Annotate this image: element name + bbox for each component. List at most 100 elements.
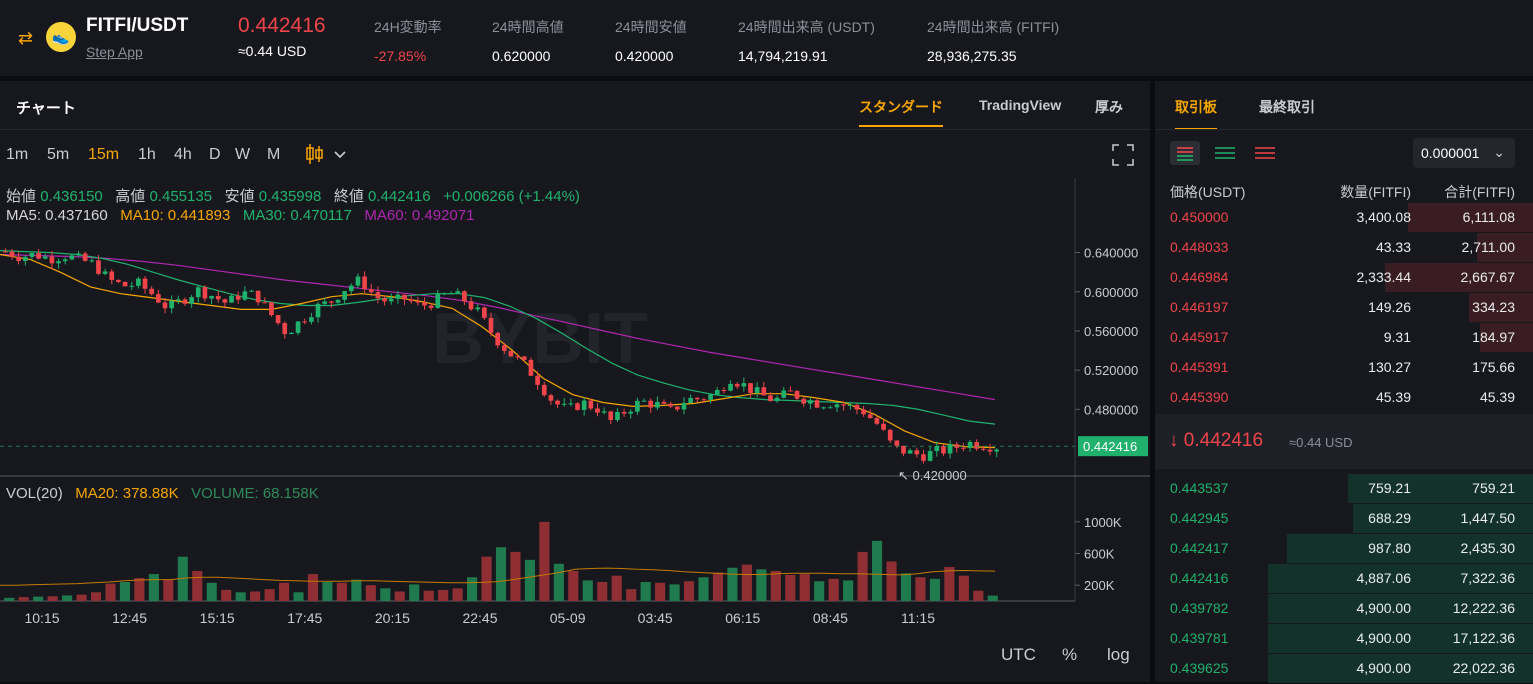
book-both-icon[interactable] — [1170, 141, 1200, 165]
fullscreen-icon[interactable] — [1112, 144, 1134, 166]
interval-15m[interactable]: 15m — [88, 146, 119, 164]
row-qty: 2,333.44 — [1357, 269, 1412, 285]
tab-tradingview[interactable]: TradingView — [979, 97, 1061, 113]
swap-pair-icon[interactable]: ⇄ — [18, 28, 33, 49]
candle-body — [728, 384, 733, 391]
candle-body — [868, 414, 873, 418]
candle-body — [688, 398, 693, 403]
book-asks-icon[interactable] — [1253, 141, 1277, 165]
candle-body — [742, 383, 747, 386]
candle-body — [389, 299, 394, 302]
candle-body — [169, 301, 174, 308]
candle-body — [542, 385, 547, 395]
candle-body — [56, 261, 61, 263]
close-label: 終値 — [334, 188, 364, 205]
order-book-panel: 取引板 最終取引 0.000001 ⌄ 価格(USDT) 数量(FITFI) 合… — [1155, 81, 1533, 682]
volume-bar — [843, 580, 853, 601]
row-total: 175.66 — [1472, 359, 1515, 375]
volume-bar — [395, 592, 405, 602]
row-qty: 9.31 — [1384, 329, 1411, 345]
row-qty: 43.33 — [1376, 239, 1411, 255]
interval-4h[interactable]: 4h — [174, 146, 192, 164]
candle-body — [881, 424, 886, 430]
candle-body — [349, 286, 354, 292]
volume-bar — [293, 592, 303, 601]
coin-logo-icon: 👟 — [46, 22, 76, 52]
volume-bar — [33, 597, 43, 601]
stat-value: 0.620000 — [492, 48, 564, 64]
interval-1m[interactable]: 1m — [6, 146, 28, 164]
volume-bar — [453, 588, 463, 601]
utc-toggle[interactable]: UTC — [1001, 645, 1036, 665]
candle-body — [768, 395, 773, 401]
interval-1h[interactable]: 1h — [138, 146, 156, 164]
volume-bar — [236, 592, 246, 601]
volume-bar — [308, 574, 318, 601]
stat-label: 24H変動率 — [374, 17, 442, 37]
volume-bar — [120, 582, 130, 601]
volume-bar — [279, 583, 289, 601]
candle-body — [50, 257, 55, 264]
candle-body — [216, 296, 221, 299]
interval-w[interactable]: W — [235, 146, 250, 164]
candle-body — [123, 282, 128, 286]
candle-body — [622, 412, 627, 414]
candle-body — [329, 301, 334, 302]
volume-bar — [438, 590, 448, 601]
candle-body — [336, 300, 341, 303]
candle-type-icon[interactable] — [305, 143, 351, 165]
volume-bar — [19, 597, 29, 601]
col-header-price: 価格(USDT) — [1170, 182, 1245, 202]
candle-body — [196, 287, 201, 297]
project-link[interactable]: Step App — [86, 44, 143, 60]
pair-title[interactable]: FITFI/USDT — [86, 15, 188, 37]
ohlc-readout: 始値 0.436150 高値 0.455135 安値 0.435998 終値 0… — [6, 185, 580, 206]
candle-body — [695, 398, 700, 399]
candle-body — [76, 253, 81, 255]
book-bids-icon[interactable] — [1213, 141, 1237, 165]
tab-recent-trades[interactable]: 最終取引 — [1259, 97, 1315, 117]
volume-bar — [973, 591, 983, 601]
row-qty: 3,400.08 — [1357, 209, 1412, 225]
candle-body — [449, 293, 454, 294]
tab-standard[interactable]: スタンダード — [859, 97, 943, 117]
volume-bar — [742, 565, 752, 601]
candlestick-chart[interactable]: BYBIT0.6400000.6000000.5600000.5200000.4… — [0, 81, 1150, 682]
interval-5m[interactable]: 5m — [47, 146, 69, 164]
log-toggle[interactable]: log — [1107, 645, 1130, 665]
interval-m[interactable]: M — [267, 146, 280, 164]
tab-depth[interactable]: 厚み — [1095, 97, 1123, 117]
candle-body — [555, 401, 560, 405]
stat-high: 24時間高値 0.620000 — [492, 17, 564, 64]
candle-body — [968, 442, 973, 448]
candle-body — [595, 408, 600, 412]
volume-bar — [829, 579, 839, 601]
interval-d[interactable]: D — [209, 146, 221, 164]
candle-body — [309, 317, 314, 322]
candle-body — [928, 451, 933, 461]
precision-select[interactable]: 0.000001 ⌄ — [1413, 138, 1515, 168]
candle-body — [409, 299, 414, 301]
ma10-value: MA10: 0.441893 — [120, 207, 230, 224]
volume-bar — [467, 577, 477, 601]
volume-bar — [105, 584, 115, 601]
candle-body — [96, 260, 101, 274]
volume-bar — [322, 582, 332, 601]
percent-toggle[interactable]: % — [1062, 645, 1077, 665]
tab-order-book[interactable]: 取引板 — [1175, 97, 1217, 117]
candle-body — [529, 360, 534, 376]
